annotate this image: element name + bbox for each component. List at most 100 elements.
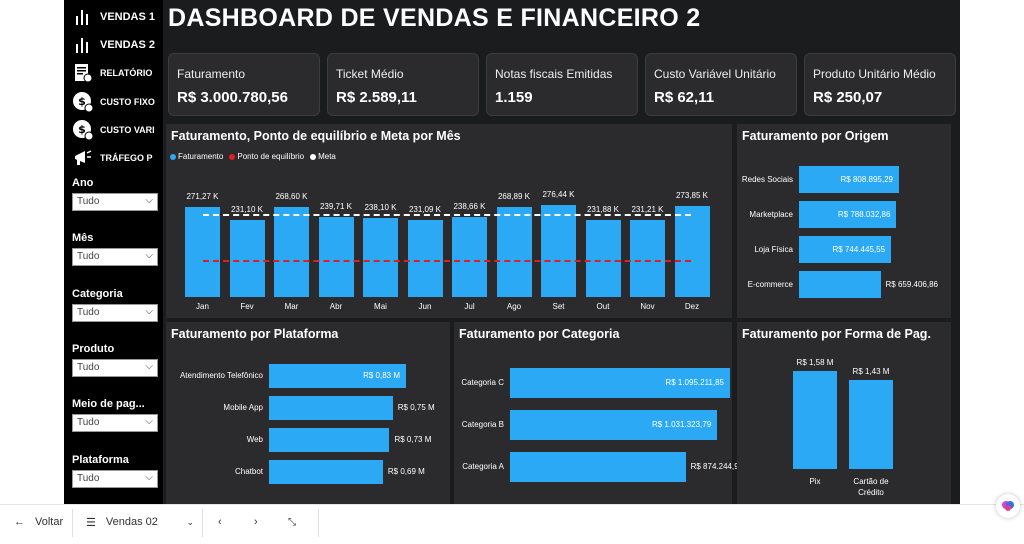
nav-label: VENDAS 1 bbox=[100, 11, 156, 23]
bar-data-label: 238,66 K bbox=[453, 202, 486, 212]
legend-item: Ponto de equilíbrio bbox=[229, 152, 304, 161]
kpi-custo-variavel: Custo Variável Unitário R$ 62,11 bbox=[645, 53, 797, 116]
nav-label: RELATÓRIO bbox=[100, 68, 153, 78]
page-list-icon: ☰ bbox=[86, 516, 96, 529]
chart-title: Faturamento por Categoria bbox=[459, 327, 620, 341]
category-bar bbox=[510, 368, 730, 398]
previous-page-button[interactable]: ‹ bbox=[218, 505, 222, 539]
bar-data-label: 271,27 K bbox=[186, 191, 219, 201]
nav-trafego[interactable]: TRÁFEGO P bbox=[72, 147, 153, 169]
legend-item: Faturamento bbox=[170, 152, 223, 161]
x-tick-label: Mar bbox=[284, 302, 299, 311]
filter-value: Tudo bbox=[77, 307, 100, 318]
bar-data-label: 231,21 K bbox=[631, 204, 664, 214]
page-label: Vendas 02 bbox=[105, 516, 158, 528]
next-page-button[interactable]: › bbox=[254, 505, 258, 539]
bar-data-label: 231,10 K bbox=[230, 204, 264, 214]
category-label: Mobile App bbox=[223, 403, 263, 412]
page-selector[interactable]: ☰ Vendas 02 ⌄ bbox=[86, 505, 194, 539]
chart-monthly: Faturamento, Ponto de equilíbrio e Meta … bbox=[166, 124, 732, 318]
filter-value: Tudo bbox=[77, 417, 100, 428]
money-icon: $ bbox=[72, 119, 94, 141]
category-label: Loja Física bbox=[754, 244, 793, 254]
nav-custo-vari[interactable]: $ CUSTO VARI bbox=[72, 119, 155, 141]
filter-value: Tudo bbox=[77, 362, 100, 373]
chevron-right-icon: › bbox=[254, 516, 258, 528]
chart-title: Faturamento por Plataforma bbox=[171, 327, 339, 341]
chart-legend: Faturamento Ponto de equilíbrio Meta bbox=[170, 152, 336, 161]
svg-text:$: $ bbox=[78, 95, 86, 108]
x-tick-label: Dez bbox=[684, 302, 700, 311]
nav-custo-fixo[interactable]: $ CUSTO FIXO bbox=[72, 91, 155, 113]
assistant-icon[interactable] bbox=[996, 494, 1020, 518]
month-bar bbox=[363, 217, 398, 297]
bar-chart-icon bbox=[72, 6, 94, 28]
bar-data-label: R$ 0,73 M bbox=[394, 435, 432, 444]
chevron-down-icon: ⌄ bbox=[186, 516, 194, 527]
category-bar bbox=[510, 452, 686, 482]
kpi-label: Notas fiscais Emitidas bbox=[495, 67, 613, 81]
collapse-icon: ⤡ bbox=[288, 516, 296, 528]
chart-title: Faturamento, Ponto de equilíbrio e Meta … bbox=[171, 129, 461, 143]
chevron-down-icon: ⌵ bbox=[145, 306, 153, 317]
kpi-value: 1.159 bbox=[495, 89, 533, 106]
category-label: Web bbox=[246, 435, 263, 444]
nav-label: CUSTO VARI bbox=[100, 125, 155, 135]
report-icon bbox=[72, 62, 94, 84]
nav-vendas-1[interactable]: VENDAS 1 bbox=[72, 6, 155, 28]
kpi-ticket-medio: Ticket Médio R$ 2.589,11 bbox=[327, 53, 479, 116]
category-bar bbox=[269, 364, 406, 388]
bar-data-label: 276,44 K bbox=[542, 189, 575, 199]
kpi-label: Custo Variável Unitário bbox=[654, 67, 776, 81]
bar-data-label: R$ 659.406,86 bbox=[885, 279, 939, 289]
filter-dropdown[interactable]: Tudo ⌵ bbox=[72, 193, 158, 211]
filter-dropdown[interactable]: Tudo ⌵ bbox=[72, 248, 158, 266]
filter-dropdown[interactable]: Tudo ⌵ bbox=[72, 470, 158, 488]
category-label: Categoria C bbox=[461, 378, 504, 387]
bar-data-label: R$ 0,75 M bbox=[397, 403, 435, 412]
divider bbox=[202, 509, 203, 537]
month-bar bbox=[318, 217, 354, 297]
category-label: Categoria A bbox=[462, 462, 504, 471]
bar-data-label: 239,71 K bbox=[319, 202, 353, 212]
chart-category: Faturamento por Categoria Categoria C R$ … bbox=[454, 322, 743, 504]
category-label: Chatbot bbox=[234, 467, 263, 476]
nav-relatorio[interactable]: RELATÓRIO bbox=[72, 62, 152, 84]
filter-dropdown[interactable]: Tudo ⌵ bbox=[72, 304, 158, 322]
bar-data-label: R$ 1,58 M bbox=[796, 358, 834, 367]
sidebar: VENDAS 1 VENDAS 2 RELATÓRIO $ CUSTO FIXO… bbox=[64, 0, 163, 504]
x-tick-label: Cartão de Crédito bbox=[853, 477, 889, 497]
bar-data-label: 268,60 K bbox=[275, 192, 308, 202]
x-tick-label: Ago bbox=[506, 302, 522, 311]
bar-data-label: R$ 1,43 M bbox=[852, 367, 890, 377]
back-button[interactable]: ← Voltar bbox=[14, 505, 63, 539]
category-bar bbox=[269, 428, 390, 452]
filter-label: Categoria bbox=[72, 288, 123, 300]
month-bar bbox=[585, 219, 621, 297]
month-bar bbox=[274, 207, 309, 297]
filter-mes: Mês Tudo ⌵ bbox=[72, 232, 158, 266]
filter-plataforma: Plataforma Tudo ⌵ bbox=[72, 454, 158, 488]
kpi-notas-fiscais: Notas fiscais Emitidas 1.159 bbox=[486, 53, 638, 116]
x-tick-label: Fev bbox=[240, 302, 254, 311]
x-tick-label: Nov bbox=[640, 302, 655, 311]
nav-label: TRÁFEGO P bbox=[100, 153, 153, 163]
filter-ano: Ano Tudo ⌵ bbox=[72, 177, 158, 211]
month-bar bbox=[452, 217, 487, 297]
kpi-label: Produto Unitário Médio bbox=[813, 67, 936, 81]
filter-dropdown[interactable]: Tudo ⌵ bbox=[72, 414, 158, 432]
kpi-value: R$ 250,07 bbox=[813, 89, 883, 106]
x-tick-label: Pix bbox=[809, 477, 821, 486]
filter-value: Tudo bbox=[77, 473, 100, 484]
money-icon: $ bbox=[72, 91, 94, 113]
category-label: Redes Sociais bbox=[741, 174, 793, 184]
filter-label: Meio de pag... bbox=[72, 398, 145, 410]
nav-vendas-2[interactable]: VENDAS 2 bbox=[72, 34, 155, 56]
filter-dropdown[interactable]: Tudo ⌵ bbox=[72, 359, 158, 377]
filter-value: Tudo bbox=[77, 196, 100, 207]
bar-data-label: 231,88 K bbox=[586, 204, 620, 214]
bar-data-label: R$ 874.244,92 bbox=[690, 462, 744, 471]
category-bar bbox=[799, 201, 897, 228]
x-tick-label: Jun bbox=[418, 302, 432, 311]
fullscreen-button[interactable]: ⤡ bbox=[288, 505, 296, 539]
